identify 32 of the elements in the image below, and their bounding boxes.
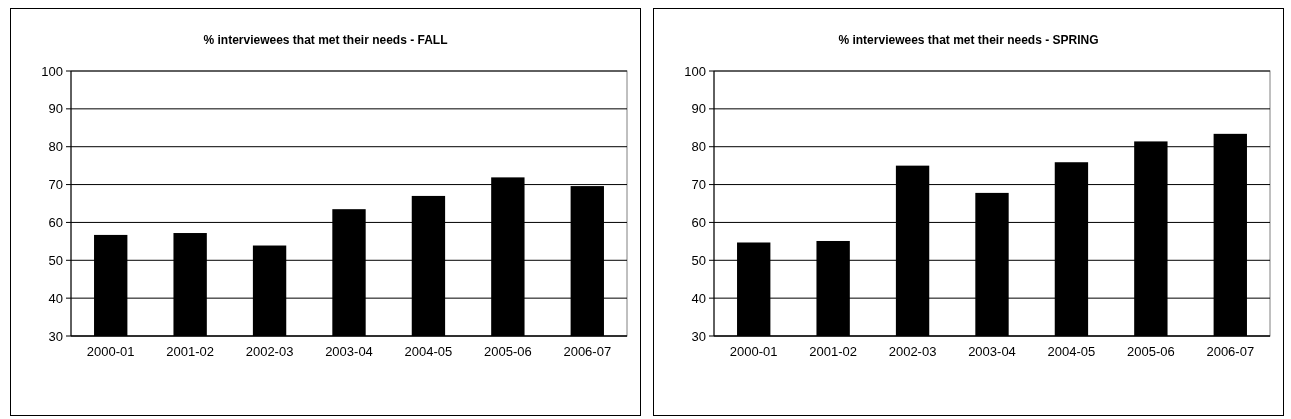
chart-title: % interviewees that met their needs - FALL (203, 33, 448, 47)
y-tick-label: 90 (691, 101, 706, 117)
y-tick-label: 50 (691, 252, 706, 268)
y-tick-label: 70 (48, 177, 63, 193)
chart-title: % interviewees that met their needs - SPRING (838, 33, 1099, 47)
y-tick-label: 100 (684, 63, 706, 79)
x-tick-label: 2006-07 (563, 344, 612, 359)
x-tick-label: 2001-02 (809, 344, 857, 359)
y-tick-label: 60 (691, 214, 706, 230)
y-tick-label: 50 (48, 252, 63, 268)
y-tick-label: 30 (48, 328, 63, 344)
y-tick-label: 80 (48, 139, 63, 155)
y-tick-label: 60 (48, 214, 63, 230)
y-tick-label: 40 (691, 290, 706, 306)
x-tick-label: 2006-07 (1206, 344, 1255, 359)
x-tick-label: 2003-04 (968, 344, 1016, 359)
x-tick-label: 2004-05 (404, 344, 453, 359)
x-tick-label: 2005-06 (484, 344, 532, 359)
x-tick-label: 2001-02 (166, 344, 214, 359)
x-tick-label: 2005-06 (1127, 344, 1175, 359)
y-tick-label: 90 (48, 101, 63, 117)
y-tick-label: 70 (691, 177, 706, 193)
x-tick-label: 2000-01 (86, 344, 135, 359)
y-tick-label: 80 (691, 139, 706, 155)
x-tick-label: 2004-05 (1047, 344, 1096, 359)
y-tick-label: 30 (691, 328, 706, 344)
x-tick-label: 2002-03 (888, 344, 937, 359)
y-tick-label: 40 (48, 290, 63, 306)
x-tick-label: 2000-01 (729, 344, 778, 359)
x-tick-label: 2002-03 (245, 344, 294, 359)
x-tick-label: 2003-04 (325, 344, 373, 359)
y-tick-label: 100 (41, 63, 63, 79)
